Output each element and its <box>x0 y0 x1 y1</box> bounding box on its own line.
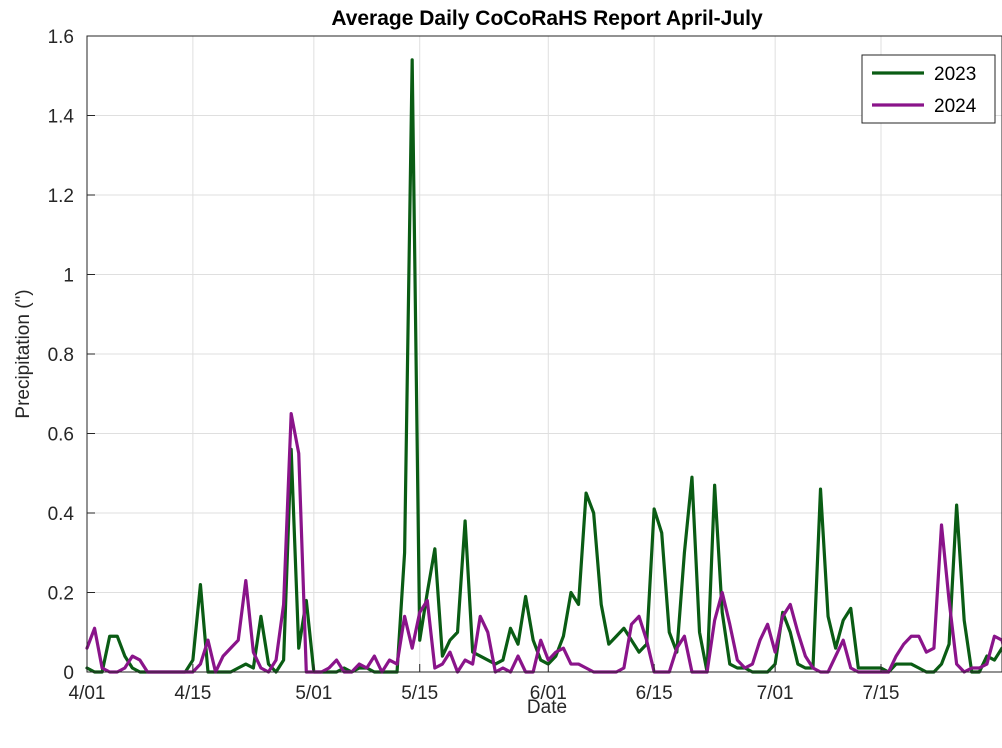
legend: 2023 2024 <box>861 54 996 124</box>
x-axis-ticks: 4/01 4/15 5/01 5/15 6/01 6/15 7/01 7/15 <box>69 664 900 704</box>
x-tick-label: 6/15 <box>636 683 673 704</box>
x-tick-label: 5/01 <box>295 683 332 704</box>
legend-box <box>861 54 996 124</box>
legend-label: 2023 <box>934 64 976 85</box>
x-tick-label: 6/01 <box>530 683 567 704</box>
y-tick-label: 0.8 <box>48 345 74 366</box>
y-tick-label: 0 <box>63 663 74 684</box>
x-tick-label: 5/15 <box>401 683 438 704</box>
y-tick-label: 1 <box>63 266 74 287</box>
plot-area <box>85 35 1002 674</box>
chart-title: Average Daily CoCoRaHS Report April-July <box>331 7 763 30</box>
y-tick-label: 0.4 <box>48 504 75 525</box>
y-axis-ticks: 0 0.2 0.4 0.6 0.8 1 1.2 1.4 1.6 <box>48 27 95 684</box>
y-tick-label: 1.4 <box>48 107 75 128</box>
series-line-2023 <box>85 58 1002 674</box>
x-tick-label: 4/01 <box>69 683 106 704</box>
x-axis-label: Date <box>527 697 567 718</box>
legend-label: 2024 <box>934 96 977 117</box>
x-tick-label: 7/15 <box>863 683 900 704</box>
x-tick-label: 7/01 <box>757 683 794 704</box>
y-tick-label: 1.2 <box>48 186 74 207</box>
x-tick-label: 4/15 <box>174 683 211 704</box>
y-tick-label: 0.2 <box>48 584 74 605</box>
y-tick-label: 1.6 <box>48 27 74 48</box>
y-tick-label: 0.6 <box>48 425 74 446</box>
y-axis-label: Precipitation (") <box>13 289 34 418</box>
